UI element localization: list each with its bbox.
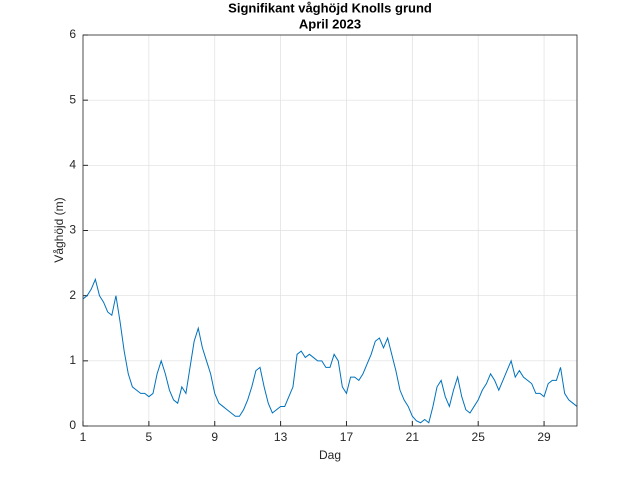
x-tick-label: 29 bbox=[537, 430, 551, 444]
y-tick-label: 4 bbox=[69, 158, 76, 172]
x-tick-label: 21 bbox=[406, 430, 420, 444]
y-tick-label: 2 bbox=[69, 288, 76, 302]
x-tick-label: 9 bbox=[211, 430, 218, 444]
x-tick-label: 13 bbox=[274, 430, 288, 444]
x-tick-label: 5 bbox=[146, 430, 153, 444]
y-tick-label: 5 bbox=[69, 92, 76, 106]
chart-title: Signifikant våghöjd Knolls grund bbox=[228, 0, 432, 15]
data-line bbox=[82, 277, 578, 424]
y-axis-label: Våghöjd (m) bbox=[52, 197, 66, 262]
axes-box bbox=[82, 34, 578, 427]
x-tick-label: 25 bbox=[472, 430, 486, 444]
chart-subtitle: April 2023 bbox=[299, 16, 361, 31]
y-tick-label: 1 bbox=[69, 353, 76, 367]
x-tick-label: 17 bbox=[340, 430, 354, 444]
y-tick-label: 3 bbox=[69, 223, 76, 237]
y-tick-label: 6 bbox=[69, 27, 76, 41]
x-tick-label: 1 bbox=[80, 430, 87, 444]
x-axis-label: Dag bbox=[319, 448, 341, 462]
y-tick-label: 0 bbox=[69, 418, 76, 432]
